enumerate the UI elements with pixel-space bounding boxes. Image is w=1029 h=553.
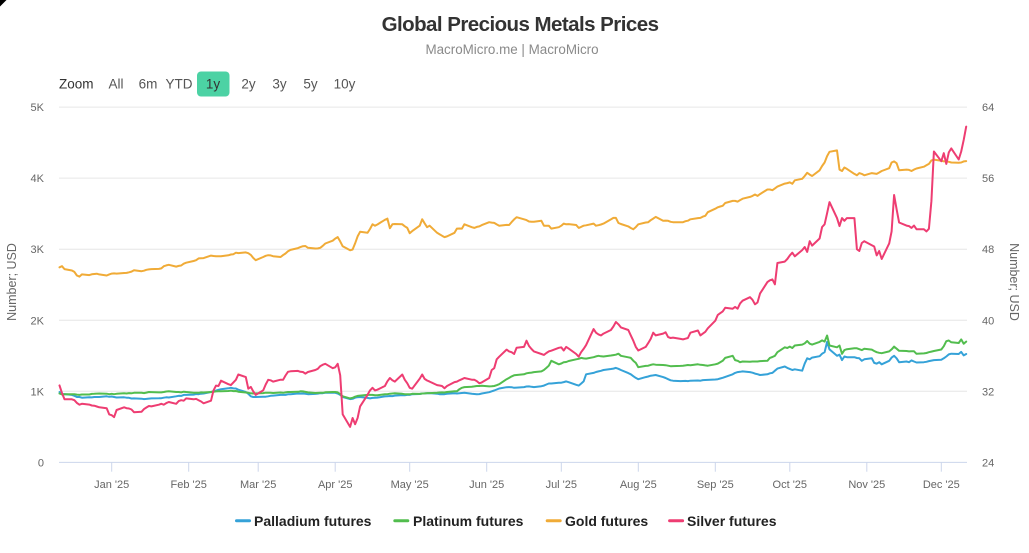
svg-text:Silver futures: Silver futures <box>687 513 777 529</box>
svg-text:5K: 5K <box>31 102 45 114</box>
svg-text:Mar '25: Mar '25 <box>240 479 276 491</box>
svg-text:Apr '25: Apr '25 <box>318 479 353 491</box>
svg-text:64: 64 <box>982 102 994 114</box>
svg-text:Number; USD: Number; USD <box>1007 243 1021 321</box>
svg-text:YTD: YTD <box>166 77 193 92</box>
svg-text:Jul '25: Jul '25 <box>546 479 577 491</box>
svg-text:MacroMicro.me | MacroMicro: MacroMicro.me | MacroMicro <box>425 42 598 57</box>
svg-text:3K: 3K <box>31 244 45 256</box>
svg-text:48: 48 <box>982 244 994 256</box>
svg-text:Jan '25: Jan '25 <box>94 479 129 491</box>
svg-text:Aug '25: Aug '25 <box>620 479 657 491</box>
svg-text:32: 32 <box>982 386 994 398</box>
svg-text:2y: 2y <box>241 77 256 92</box>
svg-text:Nov '25: Nov '25 <box>848 479 885 491</box>
svg-text:Jun '25: Jun '25 <box>469 479 504 491</box>
svg-text:0: 0 <box>38 457 44 469</box>
svg-text:All: All <box>108 77 123 92</box>
svg-text:Number; USD: Number; USD <box>5 243 19 321</box>
svg-text:Global Precious Metals Prices: Global Precious Metals Prices <box>382 13 659 36</box>
svg-text:Palladium futures: Palladium futures <box>254 513 372 529</box>
svg-text:Feb '25: Feb '25 <box>171 479 207 491</box>
svg-text:Platinum futures: Platinum futures <box>413 513 524 529</box>
svg-text:6m: 6m <box>139 77 158 92</box>
svg-text:10y: 10y <box>334 77 356 92</box>
svg-text:1K: 1K <box>31 386 45 398</box>
svg-text:Zoom: Zoom <box>59 77 94 92</box>
svg-text:Sep '25: Sep '25 <box>697 479 734 491</box>
svg-text:24: 24 <box>982 457 994 469</box>
svg-text:May '25: May '25 <box>391 479 429 491</box>
svg-text:2K: 2K <box>31 315 45 327</box>
svg-text:40: 40 <box>982 315 994 327</box>
svg-text:Dec '25: Dec '25 <box>923 479 960 491</box>
svg-text:1y: 1y <box>206 77 221 92</box>
svg-text:5y: 5y <box>303 77 318 92</box>
svg-text:Oct '25: Oct '25 <box>773 479 808 491</box>
svg-text:Gold futures: Gold futures <box>565 513 648 529</box>
svg-text:3y: 3y <box>272 77 287 92</box>
svg-text:56: 56 <box>982 173 994 185</box>
svg-text:4K: 4K <box>31 173 45 185</box>
